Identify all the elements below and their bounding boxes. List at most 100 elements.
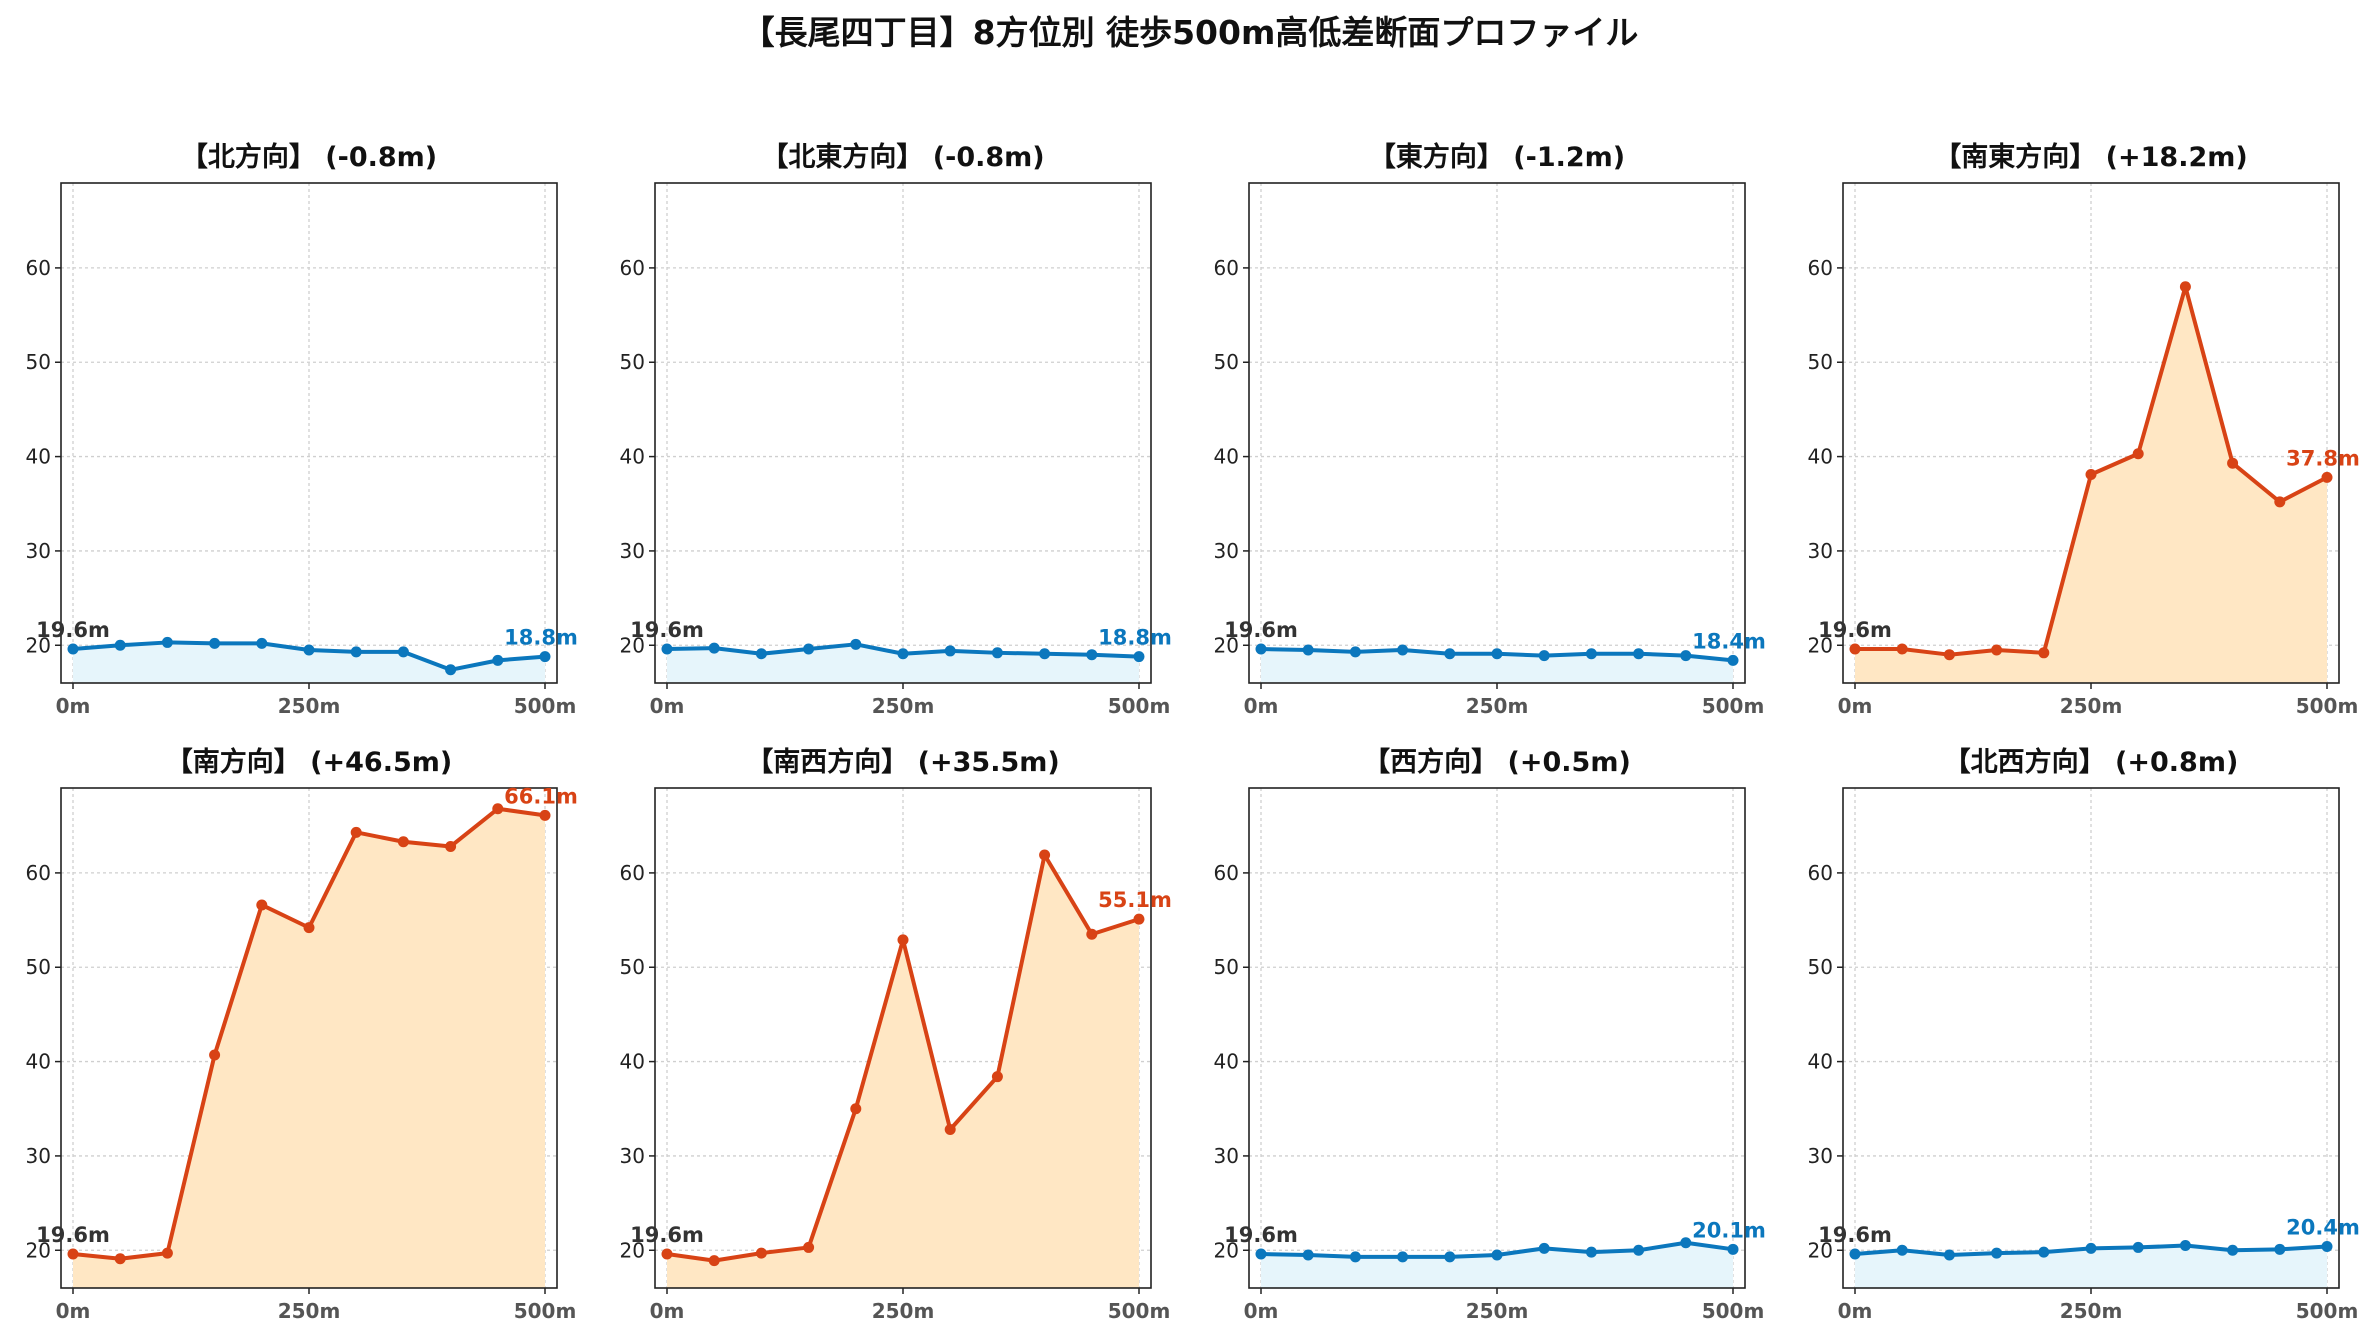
y-tick-label: 50 — [620, 955, 645, 979]
data-point — [850, 638, 862, 650]
panel-title: 【北方向】 (-0.8m) — [181, 141, 437, 173]
data-point — [209, 1049, 221, 1061]
y-tick-label: 40 — [26, 1050, 51, 1074]
x-tick-label: 0m — [1838, 1299, 1873, 1323]
data-point — [708, 642, 720, 654]
data-point — [350, 646, 362, 658]
data-point — [1896, 1244, 1908, 1256]
data-point — [803, 643, 815, 655]
end-elevation-label: 18.8m — [1098, 626, 1172, 650]
data-point — [114, 639, 126, 651]
end-elevation-label: 18.4m — [1692, 629, 1766, 653]
data-point — [209, 637, 221, 649]
data-point — [2085, 1242, 2097, 1254]
data-point — [661, 1248, 673, 1260]
y-tick-label: 30 — [1214, 539, 1239, 563]
data-point — [1896, 643, 1908, 655]
data-point — [2085, 469, 2097, 481]
y-tick-label: 50 — [620, 350, 645, 374]
data-point — [1039, 849, 1051, 861]
data-point — [1633, 1244, 1645, 1256]
data-point — [445, 840, 457, 852]
y-tick-label: 60 — [26, 861, 51, 885]
x-tick-label: 500m — [1702, 694, 1765, 718]
data-point — [1255, 643, 1267, 655]
data-point — [944, 645, 956, 657]
data-point — [2321, 471, 2333, 483]
panel-title: 【北東方向】 (-0.8m) — [761, 141, 1044, 173]
data-point — [1943, 1249, 1955, 1261]
y-tick-label: 40 — [26, 445, 51, 469]
data-point — [1680, 650, 1692, 662]
area-fill — [1855, 286, 2327, 683]
data-point — [1991, 644, 2003, 656]
data-point — [2038, 1246, 2050, 1258]
x-tick-label: 0m — [650, 694, 685, 718]
x-tick-label: 500m — [1108, 694, 1171, 718]
y-tick-label: 30 — [26, 539, 51, 563]
x-tick-label: 250m — [872, 1299, 935, 1323]
panel-title: 【南東方向】 (+18.2m) — [1934, 141, 2247, 173]
y-tick-label: 30 — [1808, 539, 1833, 563]
y-tick-label: 30 — [620, 1144, 645, 1168]
area-fill — [73, 642, 545, 683]
y-tick-label: 40 — [620, 1050, 645, 1074]
y-tick-label: 20 — [26, 633, 51, 657]
data-point — [1633, 648, 1645, 660]
start-elevation-label: 19.6m — [630, 1223, 704, 1247]
data-point — [1133, 913, 1145, 925]
start-elevation-label: 19.6m — [1224, 618, 1298, 642]
area-fill — [73, 808, 545, 1288]
data-point — [1538, 650, 1550, 662]
data-point — [1349, 646, 1361, 658]
x-tick-label: 250m — [278, 694, 341, 718]
data-point — [708, 1255, 720, 1267]
data-point — [1302, 1249, 1314, 1261]
data-point — [350, 826, 362, 838]
end-elevation-label: 18.8m — [504, 626, 578, 650]
end-elevation-label: 37.8m — [2286, 446, 2360, 470]
data-point — [2274, 496, 2286, 508]
data-point — [1491, 648, 1503, 660]
data-point — [67, 643, 79, 655]
data-point — [2227, 457, 2239, 469]
start-elevation-label: 19.6m — [1224, 1223, 1298, 1247]
x-tick-label: 0m — [1244, 694, 1279, 718]
y-tick-label: 40 — [1214, 445, 1239, 469]
x-tick-label: 0m — [650, 1299, 685, 1323]
y-tick-label: 60 — [26, 256, 51, 280]
y-tick-label: 50 — [26, 955, 51, 979]
data-point — [1039, 648, 1051, 660]
y-tick-label: 50 — [1808, 350, 1833, 374]
y-tick-label: 50 — [26, 350, 51, 374]
x-tick-label: 500m — [514, 694, 577, 718]
y-tick-label: 20 — [620, 633, 645, 657]
data-point — [1491, 1249, 1503, 1261]
x-tick-label: 0m — [1838, 694, 1873, 718]
start-elevation-label: 19.6m — [36, 1223, 110, 1247]
y-tick-label: 40 — [1808, 445, 1833, 469]
panel-title: 【南方向】 (+46.5m) — [166, 746, 452, 778]
y-tick-label: 30 — [620, 539, 645, 563]
x-tick-label: 250m — [1466, 694, 1529, 718]
y-tick-label: 20 — [1214, 633, 1239, 657]
data-point — [539, 651, 551, 663]
data-point — [303, 922, 315, 934]
y-tick-label: 30 — [1214, 1144, 1239, 1168]
panel-3: 20 30 40 50 60 0m 250m 500m 【南東方向】 (+18.2m) 19.6m… — [1808, 141, 2360, 718]
y-tick-label: 30 — [1808, 1144, 1833, 1168]
data-point — [539, 809, 551, 821]
y-tick-label: 20 — [26, 1238, 51, 1262]
data-point — [803, 1241, 815, 1253]
data-point — [1397, 644, 1409, 656]
panel-2: 20 30 40 50 60 0m 250m 500m 【東方向】 (-1.2m) 19.6m 18… — [1214, 141, 1766, 718]
y-tick-label: 20 — [1214, 1238, 1239, 1262]
data-point — [114, 1253, 126, 1265]
data-point — [1255, 1248, 1267, 1260]
data-point — [755, 1247, 767, 1259]
data-point — [2132, 448, 2144, 460]
data-point — [1727, 654, 1739, 666]
data-point — [1727, 1243, 1739, 1255]
data-point — [1849, 643, 1861, 655]
data-point — [2227, 1244, 2239, 1256]
